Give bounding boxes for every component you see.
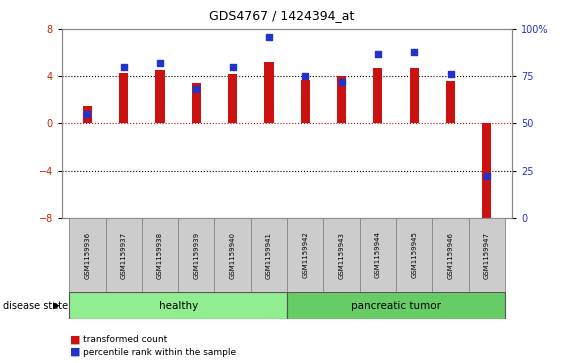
Text: GSM1159945: GSM1159945 <box>411 232 417 278</box>
Bar <box>469 218 505 292</box>
Text: GSM1159942: GSM1159942 <box>302 232 309 278</box>
Text: percentile rank within the sample: percentile rank within the sample <box>83 348 236 356</box>
Bar <box>301 80 310 123</box>
Bar <box>142 218 178 292</box>
Point <box>155 60 164 66</box>
Text: ■: ■ <box>70 334 81 344</box>
Point <box>337 79 346 85</box>
Bar <box>178 218 215 292</box>
Text: healthy: healthy <box>159 301 198 311</box>
Text: GSM1159939: GSM1159939 <box>193 232 199 278</box>
Bar <box>265 62 274 123</box>
Point <box>373 51 382 57</box>
Bar <box>83 106 92 123</box>
Bar <box>287 292 505 319</box>
Point <box>119 64 128 70</box>
Bar <box>119 73 128 123</box>
Text: GSM1159941: GSM1159941 <box>266 232 272 278</box>
Point <box>446 72 455 77</box>
Bar <box>251 218 287 292</box>
Text: GSM1159936: GSM1159936 <box>84 232 90 278</box>
Bar <box>69 292 287 319</box>
Point <box>83 111 92 117</box>
Bar <box>396 218 432 292</box>
Text: transformed count: transformed count <box>83 335 168 344</box>
Point <box>228 64 237 70</box>
Point <box>192 86 201 92</box>
Bar <box>337 76 346 123</box>
Point <box>265 34 274 40</box>
Point <box>301 73 310 79</box>
Bar <box>410 68 419 123</box>
Bar <box>324 218 360 292</box>
Bar <box>192 83 201 123</box>
Point <box>482 174 491 179</box>
Text: disease state: disease state <box>3 301 68 311</box>
Bar <box>215 218 251 292</box>
Text: ▶: ▶ <box>53 301 60 310</box>
Bar <box>105 218 142 292</box>
Text: pancreatic tumor: pancreatic tumor <box>351 301 441 311</box>
Text: GSM1159937: GSM1159937 <box>120 232 127 278</box>
Text: GSM1159944: GSM1159944 <box>375 232 381 278</box>
Bar <box>432 218 469 292</box>
Text: GSM1159943: GSM1159943 <box>338 232 345 278</box>
Text: ■: ■ <box>70 347 81 357</box>
Text: GSM1159938: GSM1159938 <box>157 232 163 278</box>
Bar <box>287 218 324 292</box>
Text: GSM1159946: GSM1159946 <box>448 232 454 278</box>
Bar <box>69 218 105 292</box>
Bar <box>228 74 237 123</box>
Bar <box>360 218 396 292</box>
Text: GSM1159940: GSM1159940 <box>230 232 236 278</box>
Bar <box>373 68 382 123</box>
Point <box>410 49 419 54</box>
Text: GSM1159947: GSM1159947 <box>484 232 490 278</box>
Bar <box>482 123 491 227</box>
Bar <box>155 70 164 123</box>
Text: GDS4767 / 1424394_at: GDS4767 / 1424394_at <box>209 9 354 22</box>
Bar <box>446 81 455 123</box>
